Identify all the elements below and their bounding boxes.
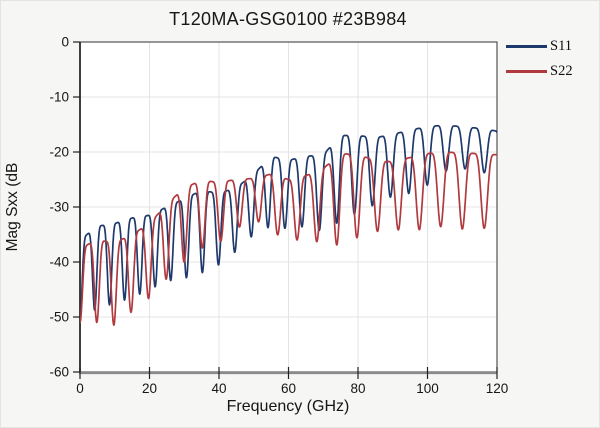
y-tick-label: -40 [49, 255, 69, 270]
y-tick-label: 0 [61, 35, 69, 50]
x-tick-label: 80 [350, 381, 365, 396]
x-tick-label: 100 [416, 381, 439, 396]
y-tick-label: -30 [49, 200, 69, 215]
y-tick-label: -10 [49, 90, 69, 105]
series-line-s22 [80, 151, 497, 326]
legend-line-s11 [506, 44, 547, 48]
x-tick-label: 40 [211, 381, 226, 396]
legend-item-s22: S22 [506, 63, 600, 79]
legend: S11 S22 [506, 38, 600, 88]
legend-label-s22: S22 [550, 63, 573, 79]
legend-label-s11: S11 [550, 38, 573, 54]
y-axis-label: Mag Sxx (dB [4, 162, 21, 252]
x-tick-label: 20 [142, 381, 157, 396]
legend-line-s22 [506, 69, 547, 73]
x-tick-label: 60 [281, 381, 296, 396]
y-tick-label: -60 [49, 365, 69, 380]
series-line-s11 [80, 124, 497, 318]
chart-title: T120MA-GSG0100 #23B984 [169, 9, 407, 29]
legend-item-s11: S11 [506, 38, 600, 54]
x-axis-label: Frequency (GHz) [226, 398, 350, 415]
y-tick-label: -20 [49, 145, 69, 160]
y-tick-label: -50 [49, 310, 69, 325]
x-tick-label: 120 [486, 381, 509, 396]
x-tick-label: 0 [76, 381, 84, 396]
